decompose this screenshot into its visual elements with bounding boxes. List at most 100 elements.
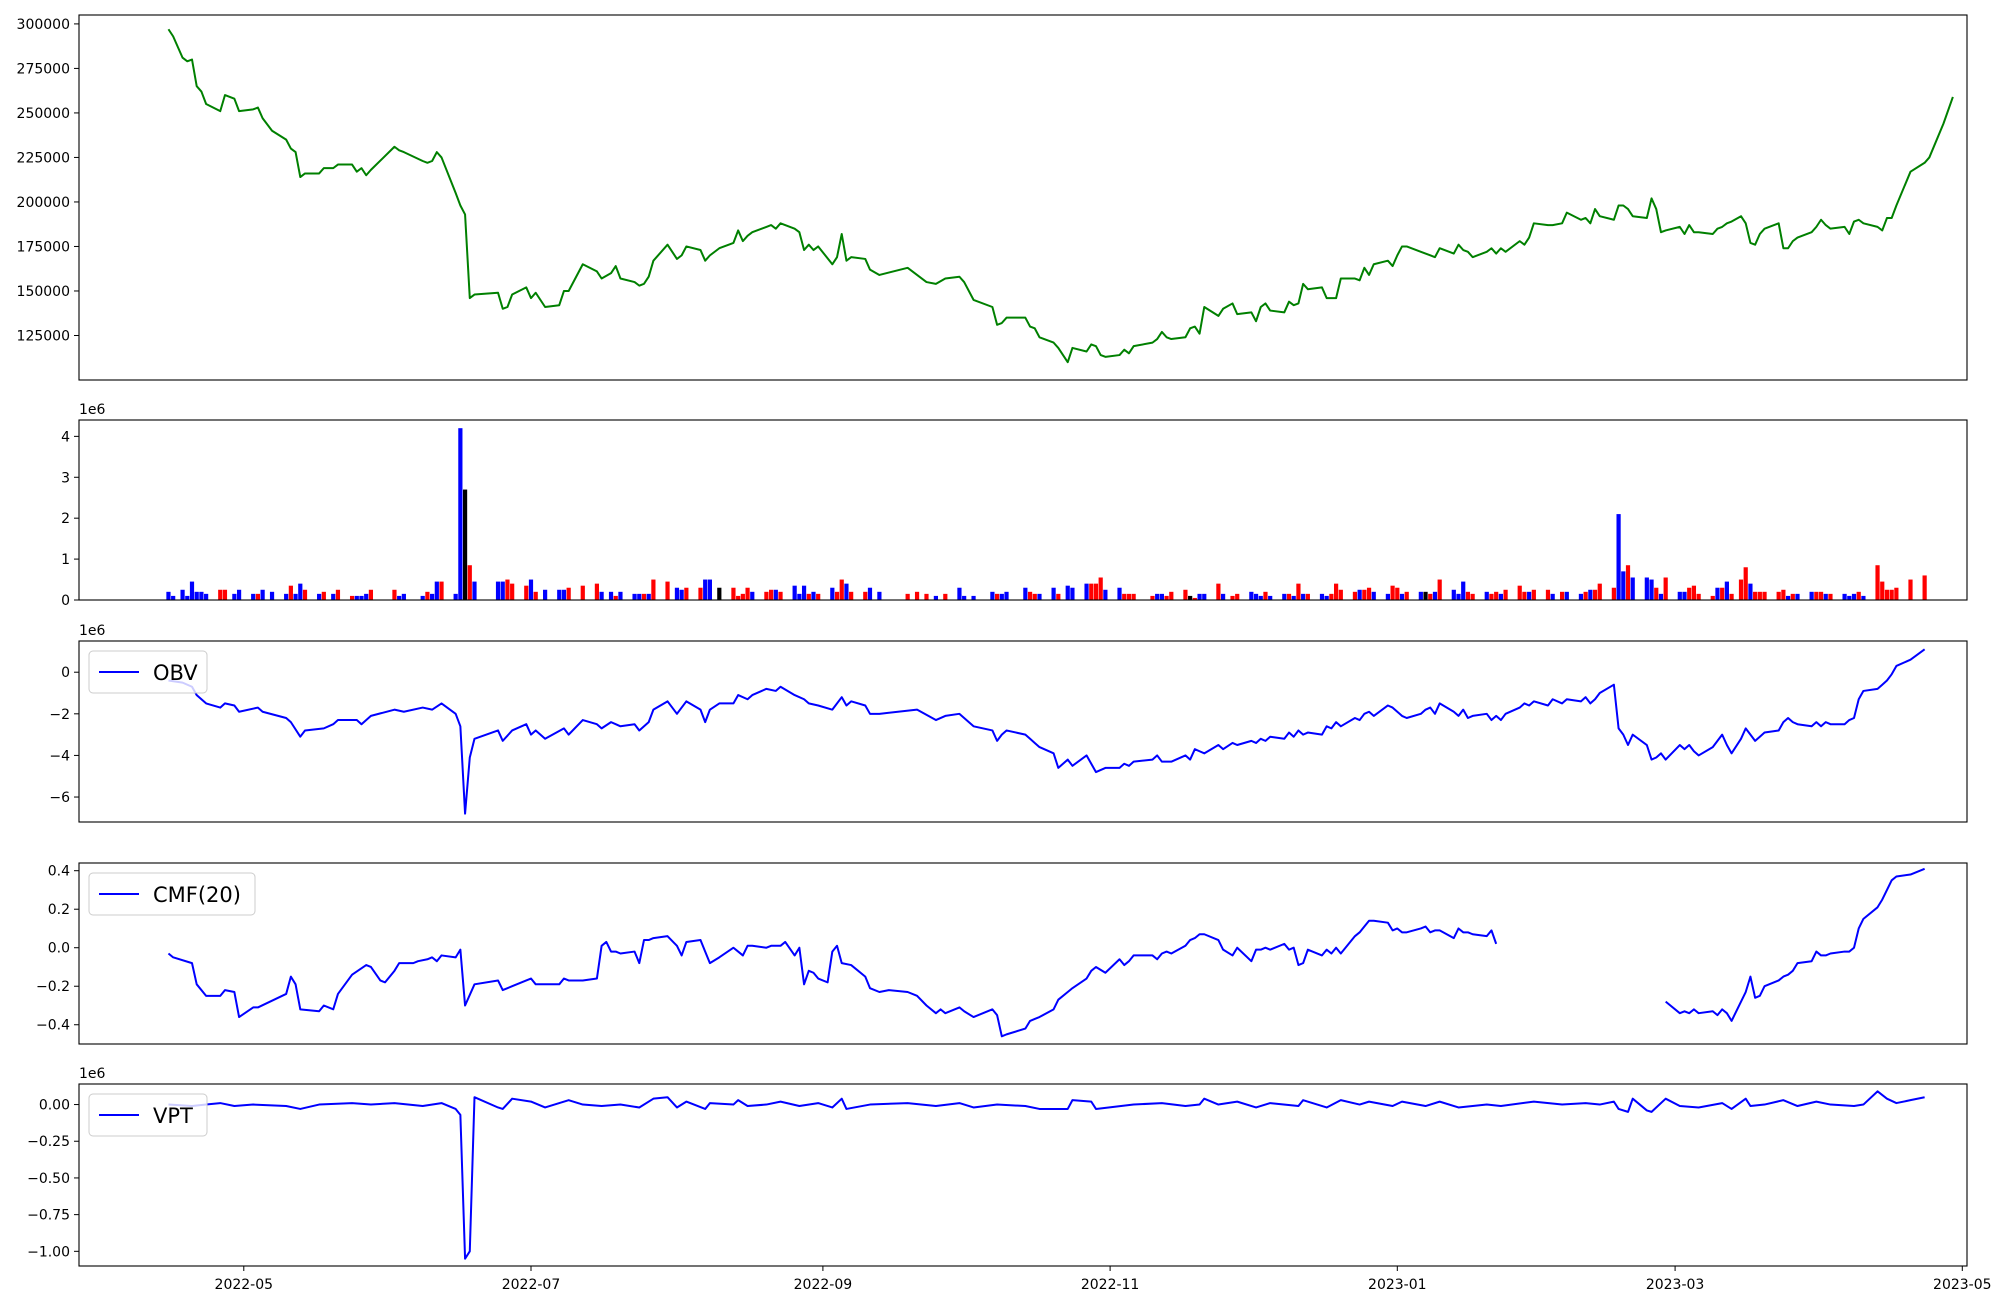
- volume-bar: [1814, 591, 1819, 600]
- volume-bar: [1630, 577, 1635, 600]
- volume-bar: [566, 587, 571, 600]
- volume-bar: [1545, 589, 1551, 600]
- volume-bar: [1395, 587, 1400, 600]
- volume-bar: [1884, 589, 1890, 600]
- volume-bar: [194, 591, 199, 600]
- volume-bar: [1027, 591, 1033, 600]
- volume-bar: [717, 587, 722, 600]
- volume-bar: [580, 585, 585, 600]
- vpt-line: [168, 1090, 1925, 1260]
- volume-bar: [1588, 589, 1593, 600]
- volume-bar: [1324, 595, 1329, 600]
- volume-bar: [1658, 593, 1664, 600]
- volume-bar: [1357, 589, 1362, 600]
- plot-area-cmf: [167, 867, 1926, 1038]
- x-tick-label: 2023-01: [1368, 1277, 1427, 1293]
- volume-bar: [839, 579, 844, 600]
- volume-bar: [368, 589, 374, 600]
- y-tick-label: −4: [49, 748, 70, 764]
- volume-bar: [401, 593, 406, 600]
- y-tick-label: −2: [49, 707, 70, 723]
- y-tick-label: −0.75: [27, 1208, 70, 1224]
- volume-bar: [740, 593, 745, 600]
- volume-bar: [251, 593, 256, 600]
- volume-bar: [1258, 595, 1263, 600]
- volume-bar: [1056, 593, 1061, 600]
- volume-bar: [1559, 591, 1565, 600]
- volume-bar: [1371, 591, 1376, 600]
- y-tick-label: 0.2: [48, 902, 70, 918]
- volume-bar: [1922, 575, 1927, 600]
- volume-bar: [914, 591, 920, 600]
- y-tick-label: 275000: [17, 61, 70, 77]
- y-tick-label: 0: [61, 593, 70, 609]
- volume-bar: [1456, 593, 1461, 600]
- y-tick-label: −0.2: [36, 979, 70, 995]
- axis-offset-label: 1e6: [79, 1066, 106, 1082]
- volume-bar: [1592, 589, 1598, 600]
- legend-box: [88, 1093, 208, 1137]
- volume-bar: [236, 589, 242, 600]
- volume-bar: [806, 593, 811, 600]
- panel-volume: 0 1 2 3 4 1e6: [61, 402, 1968, 609]
- volume-bar: [1720, 587, 1725, 600]
- volume-bar: [298, 583, 303, 600]
- volume-bar: [703, 579, 708, 600]
- volume-bar: [1823, 593, 1828, 600]
- axes-frame-vpt: [78, 1083, 1968, 1267]
- volume-bar: [1461, 581, 1466, 600]
- volume-bar: [1282, 593, 1287, 600]
- volume-bar: [1437, 579, 1442, 600]
- volume-bar: [933, 595, 938, 600]
- volume-bar: [349, 595, 355, 600]
- volume-bar: [1748, 583, 1753, 600]
- cmf-line: [167, 919, 1498, 1038]
- volume-bar: [1847, 595, 1852, 600]
- volume-bar: [1809, 591, 1814, 600]
- volume-bar: [962, 595, 967, 600]
- volume-bar: [1498, 593, 1503, 600]
- volume-bar: [199, 591, 204, 600]
- volume-bar: [618, 591, 623, 600]
- volume-bar: [533, 591, 538, 600]
- volume-bar: [1654, 587, 1659, 600]
- volume-bar: [425, 591, 430, 600]
- volume-bar: [707, 579, 712, 600]
- volume-bar: [1880, 581, 1885, 600]
- volume-bar: [1691, 585, 1697, 600]
- volume-bar: [1117, 587, 1122, 600]
- y-tick-label: 0.0: [48, 941, 70, 957]
- volume-bar: [594, 583, 600, 600]
- x-tick-label: 2022-09: [794, 1277, 853, 1293]
- axis-offset-label: 1e6: [79, 623, 106, 639]
- volume-bar: [1235, 593, 1240, 600]
- volume-bar: [1159, 593, 1164, 600]
- y-tick-label: 200000: [17, 195, 70, 211]
- volume-bar: [1296, 583, 1301, 600]
- volume-bar: [1249, 591, 1254, 600]
- volume-bar: [524, 585, 529, 600]
- volume-bar: [331, 593, 336, 600]
- volume-bar: [1550, 593, 1555, 600]
- volume-bar: [420, 595, 425, 600]
- x-tick-label: 2022-11: [1081, 1277, 1140, 1293]
- volume-bar: [1150, 595, 1155, 600]
- plot-area-obv: [168, 648, 1926, 815]
- y-tick-label: 0: [61, 665, 70, 681]
- volume-bar: [510, 583, 515, 600]
- volume-bar: [674, 587, 680, 600]
- volume-bar: [293, 593, 298, 600]
- volume-bar: [1644, 577, 1649, 600]
- y-tick-label: 300000: [17, 17, 70, 33]
- volume-bar: [1169, 591, 1174, 600]
- volume-bar: [1216, 583, 1221, 600]
- volume-bar: [1875, 565, 1880, 600]
- volume-bar: [750, 591, 755, 600]
- volume-bar: [990, 591, 995, 600]
- volume-bar: [1762, 591, 1767, 600]
- y-tick-label: 0.00: [39, 1098, 70, 1114]
- volume-bar: [1894, 587, 1899, 600]
- volume-bar: [651, 579, 656, 600]
